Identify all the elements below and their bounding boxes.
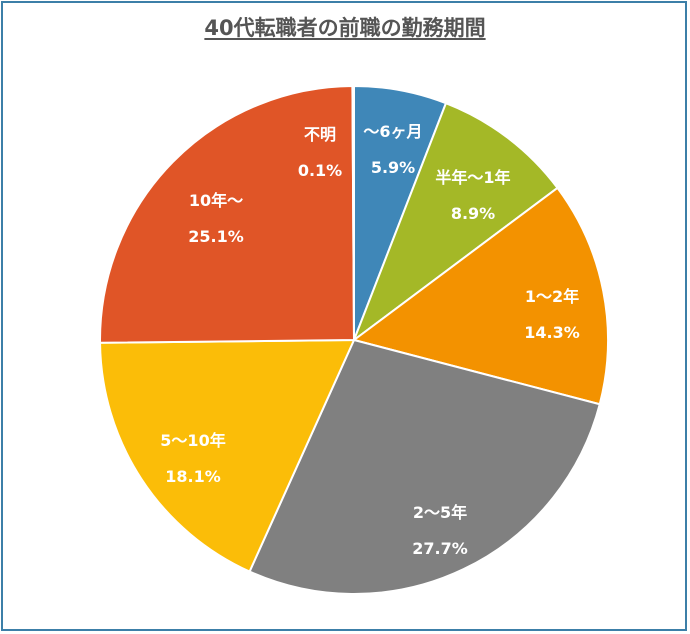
slice-value-label: 14.3%: [524, 323, 580, 342]
pie-slice-4: [248, 338, 601, 595]
slice-category-label: 10年～: [189, 191, 243, 210]
slice-category-label: 2～5年: [413, 503, 467, 522]
slice-category-label: 5～10年: [160, 431, 225, 450]
chart-title: 40代転職者の前職の勤務期間: [204, 16, 486, 40]
pie-slice-5: [99, 338, 356, 573]
slice-value-label: 0.1%: [298, 161, 342, 180]
slice-category-label: 1～2年: [525, 287, 579, 306]
slice-value-label: 27.7%: [412, 539, 468, 558]
slice-category-label: 半年～1年: [435, 168, 510, 187]
pie-slice-7: [351, 84, 355, 341]
slice-value-label: 5.9%: [371, 158, 415, 177]
slice-value-label: 18.1%: [165, 467, 221, 486]
slice-category-label: ～6ヶ月: [363, 122, 422, 141]
pie-slice-6: [99, 85, 356, 344]
pie-slice-3: [351, 186, 609, 406]
slice-value-label: 8.9%: [451, 204, 495, 223]
pie-slice-2: [351, 101, 559, 343]
slice-value-label: 25.1%: [188, 227, 244, 246]
slice-category-label: 不明: [304, 125, 336, 144]
